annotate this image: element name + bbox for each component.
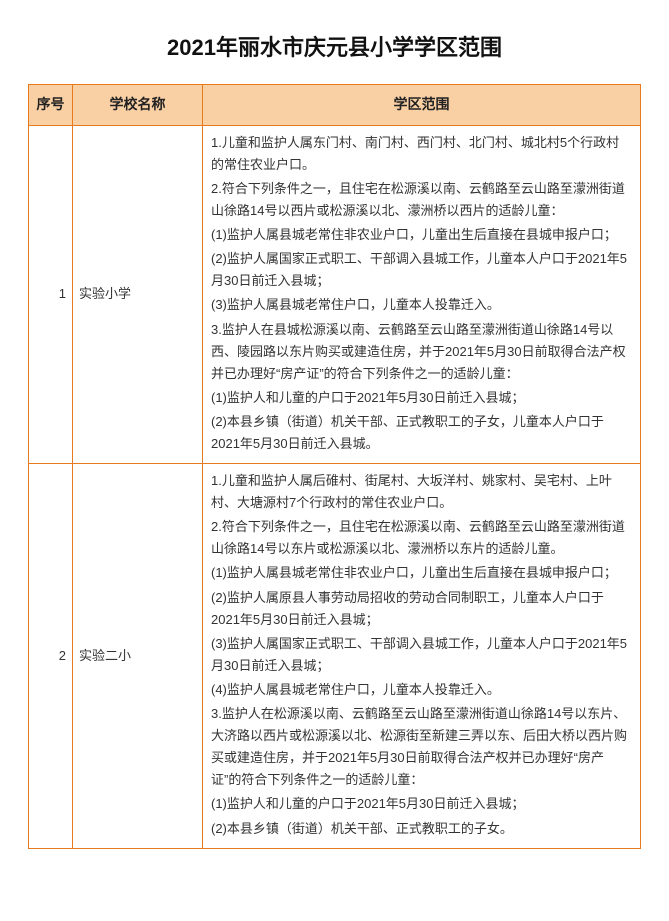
table-header-row: 序号 学校名称 学区范围 — [29, 85, 641, 126]
scope-line: (1)监护人和儿童的户口于2021年5月30日前迁入县城； — [211, 387, 632, 409]
scope-line: (1)监护人和儿童的户口于2021年5月30日前迁入县城； — [211, 793, 632, 815]
document-page: 2021年丽水市庆元县小学学区范围 序号 学校名称 学区范围 1 实验小学 1.… — [0, 0, 669, 921]
cell-school: 实验二小 — [73, 464, 203, 849]
scope-line: (3)监护人属县城老常住户口，儿童本人投靠迁入。 — [211, 294, 632, 316]
scope-line: 3.监护人在松源溪以南、云鹤路至云山路至濛洲街道山徐路14号以东片、大济路以西片… — [211, 703, 632, 791]
scope-line: (2)本县乡镇（街道）机关干部、正式教职工的子女。 — [211, 818, 632, 840]
scope-line: 1.儿童和监护人属东门村、南门村、西门村、北门村、城北村5个行政村的常住农业户口… — [211, 132, 632, 176]
district-table: 序号 学校名称 学区范围 1 实验小学 1.儿童和监护人属东门村、南门村、西门村… — [28, 84, 641, 849]
scope-line: 2.符合下列条件之一，且住宅在松源溪以南、云鹤路至云山路至濛洲街道山徐路14号以… — [211, 516, 632, 560]
scope-line: (1)监护人属县城老常住非农业户口，儿童出生后直接在县城申报户口； — [211, 562, 632, 584]
scope-line: (2)监护人属国家正式职工、干部调入县城工作，儿童本人户口于2021年5月30日… — [211, 248, 632, 292]
table-body: 1 实验小学 1.儿童和监护人属东门村、南门村、西门村、北门村、城北村5个行政村… — [29, 125, 641, 848]
scope-line: (3)监护人属国家正式职工、干部调入县城工作，儿童本人户口于2021年5月30日… — [211, 633, 632, 677]
table-row: 1 实验小学 1.儿童和监护人属东门村、南门村、西门村、北门村、城北村5个行政村… — [29, 125, 641, 463]
scope-line: (4)监护人属县城老常住户口，儿童本人投靠迁入。 — [211, 679, 632, 701]
header-seq: 序号 — [29, 85, 73, 126]
page-title: 2021年丽水市庆元县小学学区范围 — [28, 30, 641, 62]
cell-scope: 1.儿童和监护人属后碓村、街尾村、大坂洋村、姚家村、吴宅村、上叶村、大塘源村7个… — [203, 464, 641, 849]
cell-seq: 2 — [29, 464, 73, 849]
cell-seq: 1 — [29, 125, 73, 463]
scope-line: 1.儿童和监护人属后碓村、街尾村、大坂洋村、姚家村、吴宅村、上叶村、大塘源村7个… — [211, 470, 632, 514]
header-scope: 学区范围 — [203, 85, 641, 126]
header-school: 学校名称 — [73, 85, 203, 126]
table-header: 序号 学校名称 学区范围 — [29, 85, 641, 126]
cell-scope: 1.儿童和监护人属东门村、南门村、西门村、北门村、城北村5个行政村的常住农业户口… — [203, 125, 641, 463]
table-row: 2 实验二小 1.儿童和监护人属后碓村、街尾村、大坂洋村、姚家村、吴宅村、上叶村… — [29, 464, 641, 849]
cell-school: 实验小学 — [73, 125, 203, 463]
scope-line: (1)监护人属县城老常住非农业户口，儿童出生后直接在县城申报户口； — [211, 224, 632, 246]
scope-line: 3.监护人在县城松源溪以南、云鹤路至云山路至濛洲街道山徐路14号以西、陵园路以东… — [211, 319, 632, 385]
scope-line: 2.符合下列条件之一，且住宅在松源溪以南、云鹤路至云山路至濛洲街道山徐路14号以… — [211, 178, 632, 222]
scope-line: (2)本县乡镇（街道）机关干部、正式教职工的子女，儿童本人户口于2021年5月3… — [211, 411, 632, 455]
scope-line: (2)监护人属原县人事劳动局招收的劳动合同制职工，儿童本人户口于2021年5月3… — [211, 587, 632, 631]
